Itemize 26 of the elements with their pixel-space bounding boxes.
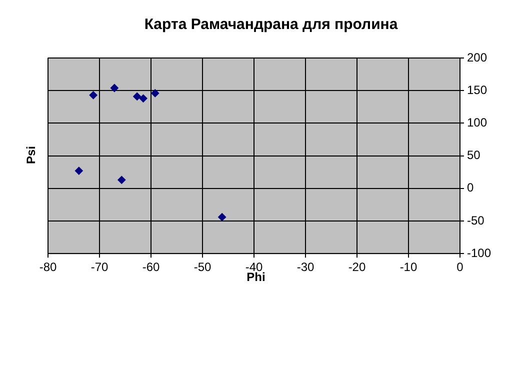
x-tick-label: -10	[400, 260, 418, 274]
x-tick-label: -20	[348, 260, 366, 274]
point	[74, 166, 83, 175]
chart-title: Карта Рамачандрана для пролина	[144, 16, 398, 34]
y-tick-label: -50	[466, 213, 485, 228]
point	[218, 213, 226, 222]
y-tick-label: 100	[466, 116, 488, 130]
x-tick-label: -70	[90, 260, 108, 274]
point	[89, 91, 98, 100]
y-axis-title: Psi	[24, 146, 38, 164]
x-tick-label: -50	[194, 260, 212, 274]
point	[133, 92, 142, 100]
y-tick-label: -100	[466, 246, 492, 260]
y-tick-label: 0	[466, 180, 474, 195]
y-tick-label: 150	[466, 82, 488, 97]
x-axis-title: Phi	[246, 270, 266, 284]
y-tick-label: 50	[466, 148, 481, 162]
point	[118, 176, 126, 184]
x-tick-label: -80	[39, 260, 57, 274]
point	[139, 94, 148, 102]
point	[151, 89, 160, 98]
point	[110, 84, 118, 92]
x-tick-label: -30	[296, 260, 314, 274]
y-tick-label: 200	[466, 50, 488, 64]
x-tick-label: 0	[456, 260, 464, 274]
x-tick-label: -60	[142, 260, 160, 274]
